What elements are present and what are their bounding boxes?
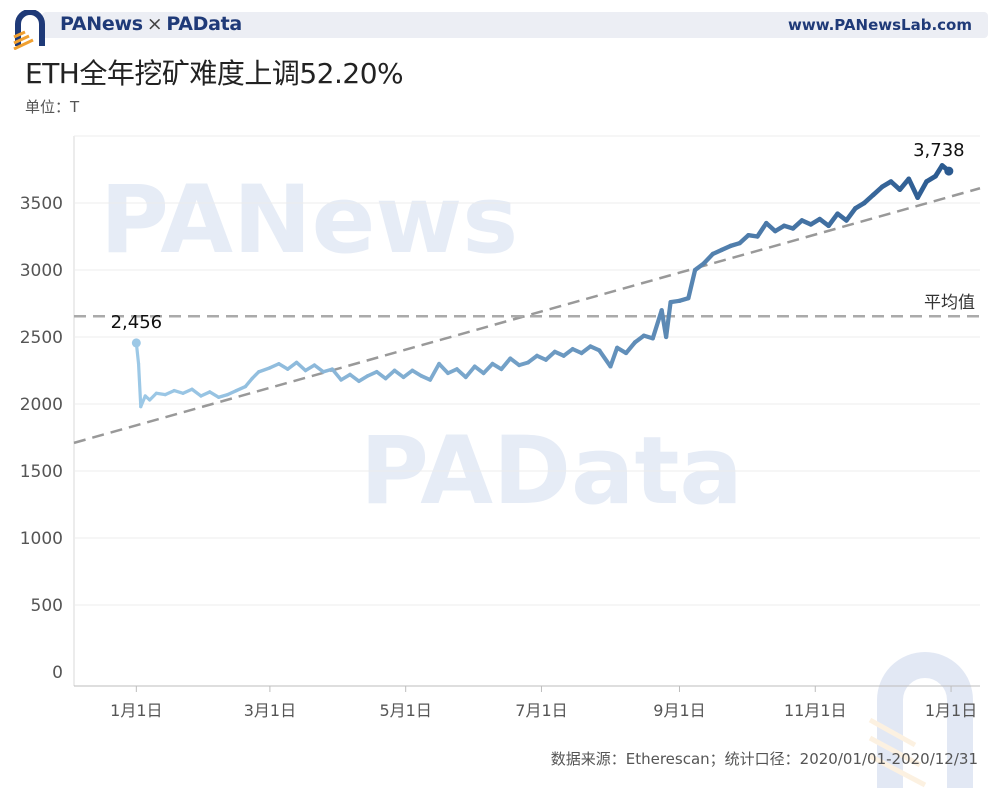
- series-segment: [623, 340, 638, 356]
- y-tick-label: 2000: [20, 395, 63, 415]
- series-segment: [285, 360, 299, 371]
- x-tick-label: 9月1日: [653, 701, 705, 720]
- header: PANews × PAData www.PANewsLab.com: [12, 10, 988, 50]
- reference-lines: 平均值: [73, 187, 981, 445]
- x-tick-label: 5月1日: [379, 701, 431, 720]
- series-segment: [463, 364, 477, 380]
- series-segment: [190, 387, 203, 398]
- gridlines: [73, 135, 980, 687]
- series-segment: [330, 367, 343, 382]
- y-tick-label: 500: [31, 596, 63, 616]
- y-tick-label: 1000: [20, 529, 63, 549]
- y-tick-label: 1500: [20, 462, 63, 482]
- series-segment: [257, 366, 272, 374]
- average-line-label: 平均值: [924, 293, 975, 313]
- x-tick-label: 11月1日: [784, 701, 847, 720]
- source-note: 数据来源：Etherescan；统计口径：2020/01/01-2020/12/…: [550, 750, 978, 768]
- brand-separator: ×: [146, 13, 163, 35]
- series-segment: [826, 211, 840, 229]
- data-labels: 2,456 3,738: [111, 140, 965, 348]
- panews-logo-icon: [13, 10, 45, 50]
- series-segment: [844, 206, 858, 223]
- x-axis-ticks: 1月1日 3月1日 5月1日 7月1日 9月1日 11月1日 1月1日: [110, 686, 977, 720]
- y-tick-label: 2500: [20, 328, 63, 348]
- x-tick-label: 1月1日: [110, 701, 162, 720]
- series-segment: [650, 308, 664, 341]
- data-label: 2,456: [111, 312, 163, 333]
- x-tick-label: 7月1日: [515, 701, 567, 720]
- series-segment: [499, 356, 513, 372]
- site-url[interactable]: www.PANewsLab.com: [788, 16, 972, 34]
- y-tick-label: 3000: [20, 261, 63, 281]
- series-segment: [755, 220, 769, 239]
- brand-right: PAData: [166, 13, 242, 35]
- series-segment: [428, 361, 441, 382]
- series-segment: [686, 267, 698, 301]
- series-segment: [374, 369, 388, 381]
- series-segment: [437, 361, 450, 376]
- difficulty-series: [134, 163, 952, 409]
- series-segment: [208, 390, 221, 399]
- series-segment: [906, 176, 921, 201]
- x-tick-label: 3月1日: [244, 701, 296, 720]
- series-segment: [608, 345, 620, 369]
- series-segment: [915, 179, 929, 201]
- unit-label: 单位：T: [25, 98, 80, 116]
- corner-logo-watermark: [868, 652, 973, 788]
- chart-title: ETH全年挖矿难度上调52.20%: [25, 57, 404, 90]
- series-segment: [348, 372, 361, 384]
- series-segment: [481, 361, 495, 376]
- series-segment: [294, 360, 308, 373]
- y-axis-ticks: 0 500 1000 1500 2000 2500 3000 3500: [20, 194, 63, 683]
- brand: PANews × PAData: [60, 13, 242, 35]
- data-point-marker: [944, 166, 954, 176]
- series-segment: [312, 363, 326, 374]
- series-segment: [243, 376, 254, 389]
- trend-line: [73, 187, 981, 445]
- y-tick-label: 3500: [20, 194, 63, 214]
- x-tick-label: 1月1日: [925, 701, 977, 720]
- series-segment: [383, 368, 397, 381]
- brand-left: PANews: [60, 13, 143, 35]
- series-segment: [454, 367, 468, 380]
- data-label: 3,738: [913, 140, 965, 161]
- header-bar: [42, 12, 988, 38]
- data-point-marker: [131, 338, 141, 348]
- series-segment: [597, 348, 613, 369]
- series-segment: [139, 394, 147, 409]
- y-tick-label: 0: [52, 663, 63, 683]
- series-segment: [664, 300, 673, 340]
- series-segment: [136, 362, 143, 409]
- watermark-panews: PANews: [100, 166, 518, 275]
